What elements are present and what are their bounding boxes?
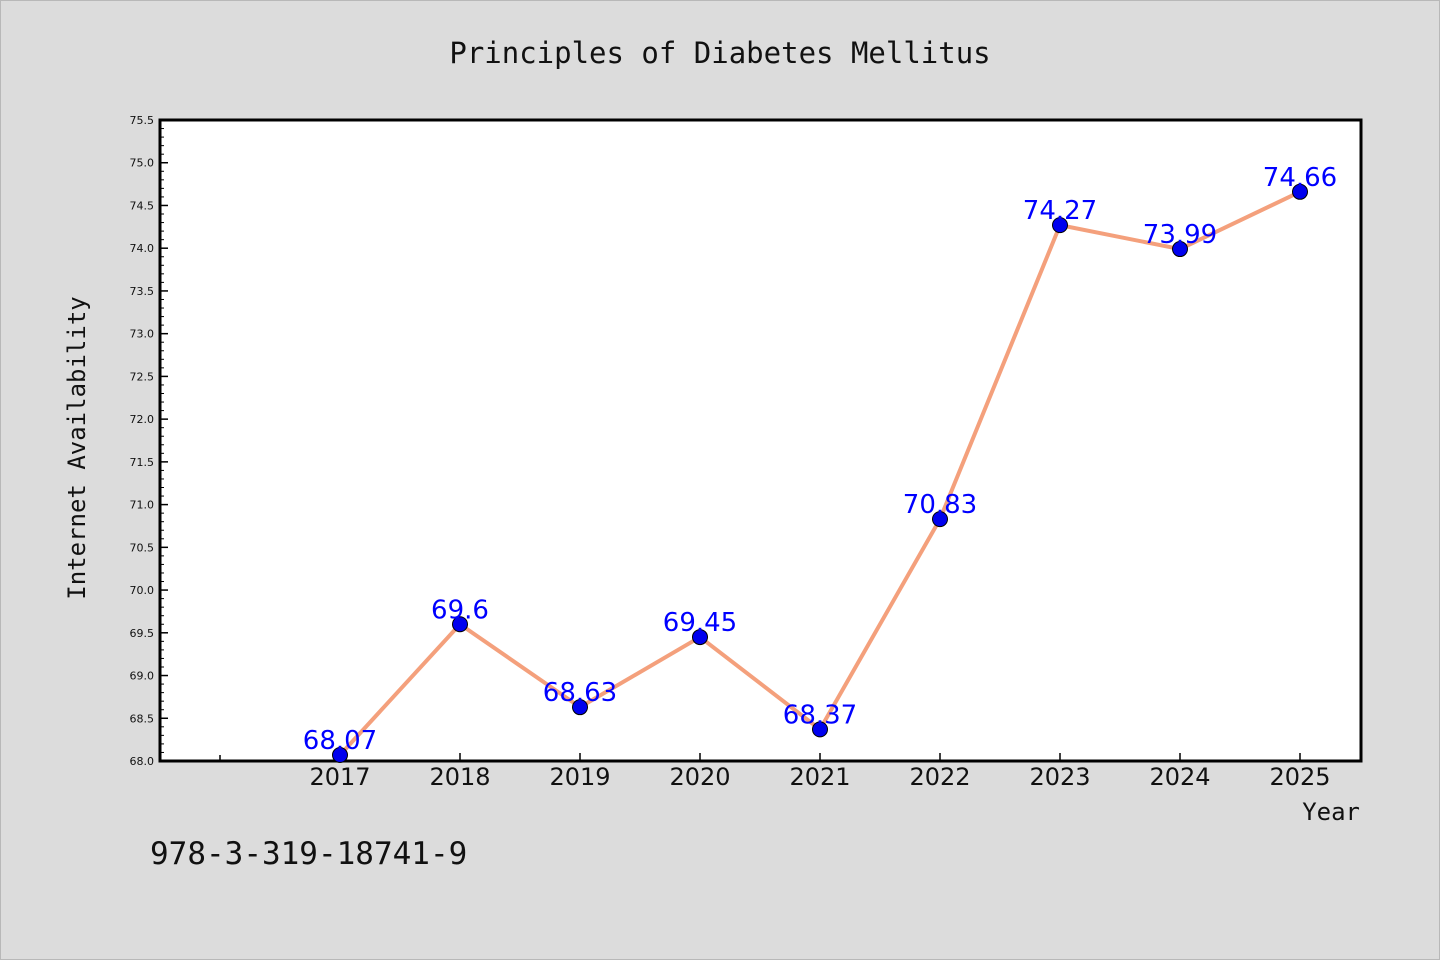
- x-tick-label: 2019: [549, 763, 610, 791]
- data-label: 74.66: [1263, 163, 1337, 193]
- y-tick-label: 75.0: [130, 157, 155, 170]
- y-tick-label: 68.0: [130, 755, 155, 768]
- y-tick-label: 74.5: [130, 199, 155, 212]
- y-tick-label: 70.0: [130, 584, 155, 597]
- data-label: 68.07: [303, 726, 377, 756]
- data-point: [452, 616, 468, 633]
- data-point: [812, 721, 828, 738]
- y-tick-label: 72.0: [130, 413, 155, 426]
- data-label: 69.45: [663, 608, 737, 638]
- y-tick-label: 69.5: [130, 627, 155, 640]
- x-tick-label: 2022: [909, 763, 970, 791]
- y-axis: 68.0 68.5 69.0 69.5 70.0 70.5 71.0 71.5 72.0 72.5…: [130, 114, 168, 768]
- data-label: 68.37: [783, 700, 857, 730]
- series-line-group: [332, 183, 1308, 764]
- y-tick-label: 71.0: [130, 499, 155, 512]
- x-axis: 2017 2018 2019 2020 2021 2022 2023 2024 2025: [219, 753, 1331, 791]
- footnote-isbn: 978-3-319-18741-9: [150, 836, 467, 872]
- data-point: [572, 699, 588, 716]
- x-tick-label: 2020: [669, 763, 730, 791]
- y-tick-label: 71.5: [130, 456, 155, 469]
- data-label: 68.63: [543, 678, 617, 708]
- y-tick-label: 70.5: [130, 541, 155, 554]
- x-tick-label: 2018: [429, 763, 490, 791]
- x-axis-label: Year: [1302, 798, 1360, 826]
- x-tick-label: 2025: [1269, 763, 1330, 791]
- data-labels: 68.07 69.6 68.63 69.45 68.37 70.83 74.27 73.99 7…: [303, 163, 1337, 756]
- data-label: 74.27: [1023, 196, 1097, 226]
- x-tick-label: 2017: [309, 763, 370, 791]
- data-label: 70.83: [903, 490, 977, 520]
- y-axis-label: Internet Availability: [63, 296, 91, 599]
- y-tick-label: 74.0: [130, 242, 155, 255]
- y-tick-label: 69.0: [130, 670, 155, 683]
- plot-area: [158, 118, 1363, 763]
- y-tick-label: 73.0: [130, 328, 155, 341]
- y-tick-label: 73.5: [130, 285, 155, 298]
- y-tick-label: 72.5: [130, 370, 155, 383]
- data-point: [932, 511, 948, 528]
- data-point: [332, 747, 348, 764]
- data-point: [1052, 217, 1068, 234]
- y-tick-label: 75.5: [130, 114, 155, 127]
- x-tick-label: 2024: [1149, 763, 1210, 791]
- chart-title: Principles of Diabetes Mellitus: [449, 36, 990, 70]
- x-tick-label: 2021: [789, 763, 850, 791]
- data-point: [1172, 241, 1188, 258]
- y-tick-label: 68.5: [130, 712, 155, 725]
- data-label: 69.6: [431, 595, 489, 625]
- data-point: [692, 629, 708, 646]
- x-tick-label: 2023: [1029, 763, 1090, 791]
- data-point: [1292, 183, 1308, 200]
- data-label: 73.99: [1143, 220, 1217, 250]
